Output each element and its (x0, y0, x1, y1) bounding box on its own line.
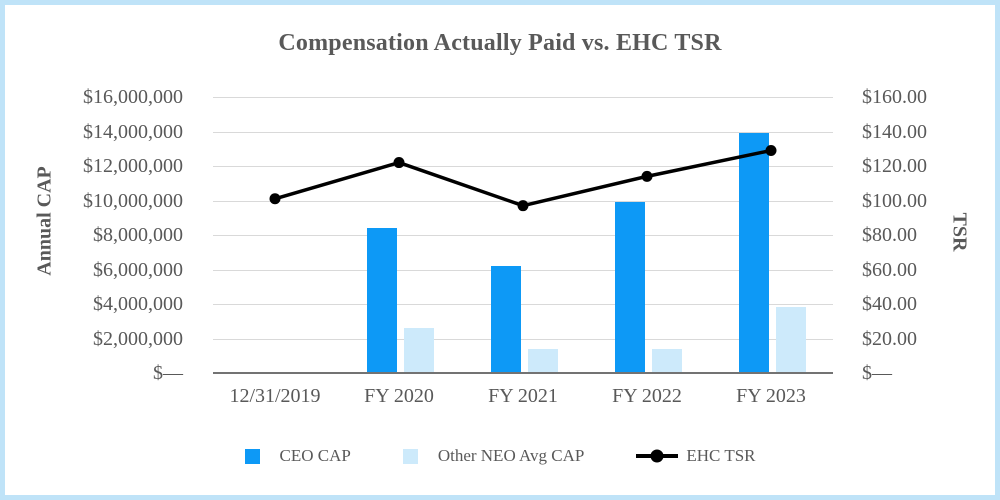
right-axis-tick-labels: $160.00 $140.00 $120.00 $100.00 $80.00 $60.00… (862, 87, 992, 383)
legend-line-dot-icon (636, 449, 679, 463)
tsr-point-fy-2023 (765, 144, 777, 156)
legend-label-ehc-tsr: EHC TSR (686, 446, 756, 465)
tsr-point-fy-2022 (641, 170, 653, 182)
x-axis-labels: 12/31/2019 FY 2020 FY 2021 FY 2022 FY 2023 (213, 384, 833, 408)
x-axis-tick-label-12-31-2019: 12/31/2019 (229, 385, 321, 407)
legend-swatch-other-neo-avg-cap (402, 448, 418, 464)
left-axis-tick-label: $2,000,000 (93, 327, 183, 350)
left-axis-tick-label: $6,000,000 (93, 258, 183, 281)
bar-ceo-cap-fy-2022 (615, 202, 645, 373)
right-axis-tick-label: $20.00 (862, 327, 917, 350)
bar-ceo-cap-fy-2020 (367, 228, 397, 373)
x-axis-line (213, 371, 833, 374)
right-axis-tick-label: $60.00 (862, 258, 917, 281)
bar-other-neo-avg-cap-fy-2021 (528, 348, 558, 373)
gridline (213, 338, 833, 340)
bar-ceo-cap-fy-2023 (739, 133, 769, 373)
tsr-line (273, 148, 773, 208)
legend-item-ceo-cap: CEO CAP (244, 446, 351, 466)
tsr-point-12-31-2019 (269, 193, 281, 205)
gridline (213, 269, 833, 271)
x-axis-tick-label-fy-2020: FY 2020 (364, 385, 434, 407)
legend-swatch-ceo-cap (244, 448, 260, 464)
plot-area (213, 97, 833, 374)
right-axis-tick-label: $120.00 (862, 155, 927, 177)
right-axis-tick-label: $— (862, 362, 892, 384)
right-axis-tick-label: $100.00 (862, 189, 927, 212)
left-axis-tick-label: $16,000,000 (83, 86, 183, 108)
x-axis-tick-label-fy-2022: FY 2022 (612, 385, 682, 407)
left-axis-tick-label: $— (153, 362, 183, 384)
gridline (213, 166, 833, 167)
right-axis-tick-label: $140.00 (862, 120, 927, 143)
gridline (213, 97, 833, 98)
tsr-point-fy-2021 (517, 200, 529, 212)
bar-other-neo-avg-cap-fy-2022 (652, 348, 682, 373)
chart-title: Compensation Actually Paid vs. EHC TSR (278, 30, 722, 56)
left-axis-tick-labels: $16,000,000 $14,000,000 $12,000,000 $10,000… (53, 87, 183, 383)
x-axis-tick-label-fy-2023: FY 2023 (736, 385, 806, 407)
legend: CEO CAP Other NEO Avg CAP EHC TSR (5, 446, 995, 466)
tsr-point-fy-2020 (393, 157, 405, 169)
legend-item-ehc-tsr: EHC TSR (636, 446, 756, 466)
left-axis-tick-label: $10,000,000 (83, 189, 183, 212)
left-axis-tick-label: $14,000,000 (83, 120, 183, 143)
gridline (213, 304, 833, 305)
legend-dot-icon (650, 449, 664, 463)
left-axis-tick-label: $4,000,000 (93, 293, 183, 315)
legend-item-other-neo-avg-cap: Other NEO Avg CAP (402, 446, 585, 466)
right-axis-tick-label: $40.00 (862, 293, 917, 315)
left-axis-tick-label: $12,000,000 (83, 155, 183, 177)
bar-ceo-cap-fy-2021 (491, 266, 521, 373)
right-axis-tick-label: $160.00 (862, 86, 927, 108)
gridline (213, 235, 833, 236)
legend-label-ceo-cap: CEO CAP (279, 446, 351, 465)
bar-other-neo-avg-cap-fy-2023 (776, 307, 806, 373)
x-axis-tick-label-fy-2021: FY 2021 (488, 385, 558, 407)
right-axis-tick-label: $80.00 (862, 224, 917, 246)
bar-other-neo-avg-cap-fy-2020 (404, 328, 434, 373)
gridline (213, 131, 833, 133)
left-axis-tick-label: $8,000,000 (93, 224, 183, 246)
tsr-line-series (269, 144, 777, 212)
legend-label-other-neo-avg-cap: Other NEO Avg CAP (437, 446, 585, 465)
